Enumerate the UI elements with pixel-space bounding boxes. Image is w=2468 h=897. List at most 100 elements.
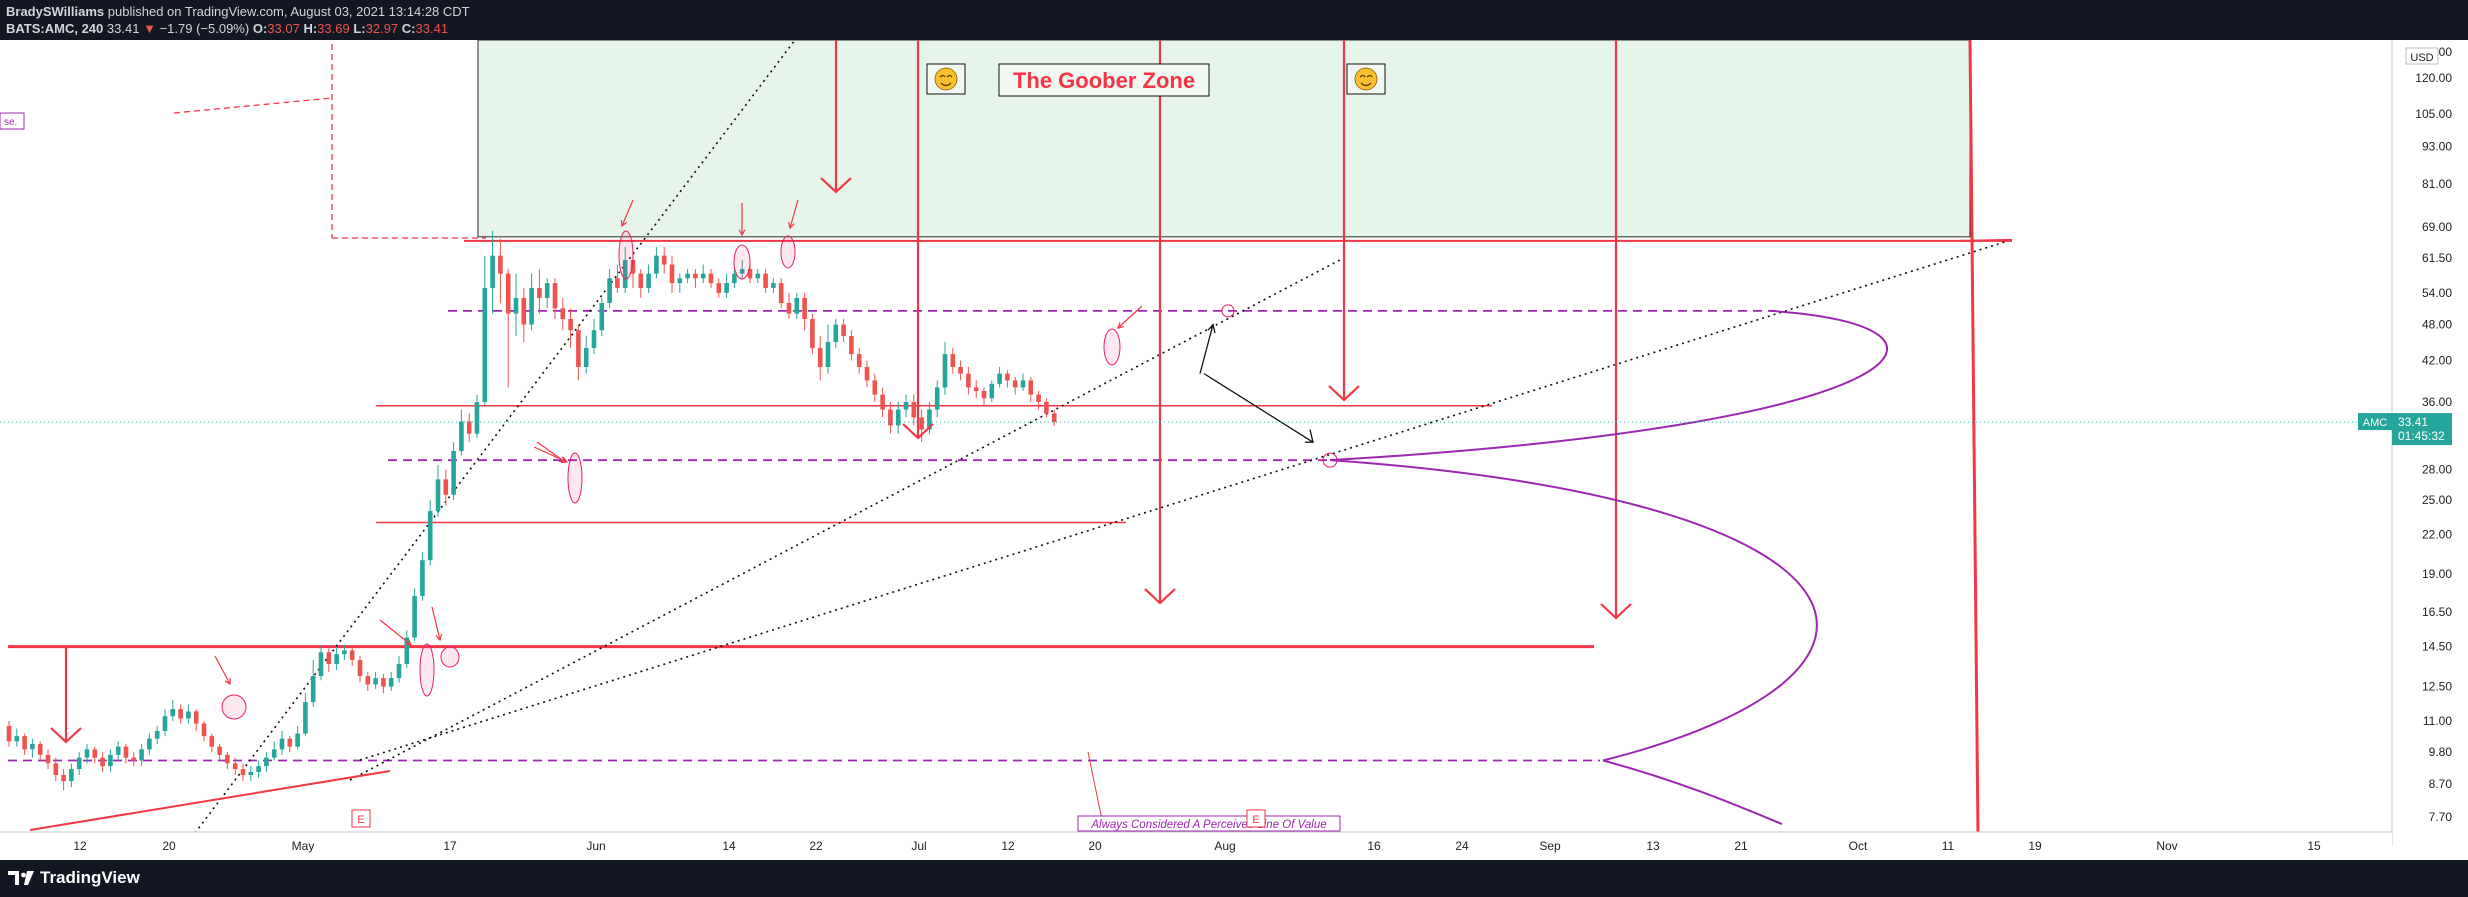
candle-body[interactable]	[459, 421, 464, 452]
candle-body[interactable]	[529, 287, 534, 325]
pointer-arrow-4-head[interactable]	[1117, 322, 1124, 329]
candle-body[interactable]	[295, 733, 300, 747]
highlight-ellipse-1[interactable]	[618, 230, 634, 280]
candle-body[interactable]	[903, 401, 909, 410]
candle-body[interactable]	[147, 738, 152, 750]
candle-body[interactable]	[1044, 401, 1049, 414]
candle-body[interactable]	[654, 255, 659, 274]
candle-body[interactable]	[825, 341, 831, 367]
pointer-arrow-7[interactable]	[431, 606, 441, 641]
red-vertical-deadline[interactable]	[1968, 40, 1980, 836]
candle-body[interactable]	[646, 273, 651, 288]
candle-body[interactable]	[763, 273, 768, 288]
dotted-trendline-steep[interactable]	[194, 40, 796, 834]
candle-body[interactable]	[747, 269, 753, 279]
candle-body[interactable]	[412, 596, 417, 638]
candle-body[interactable]	[334, 654, 339, 664]
candle-body[interactable]	[856, 354, 862, 367]
candle-body[interactable]	[864, 366, 870, 381]
candle-body[interactable]	[677, 278, 683, 284]
candle-body[interactable]	[443, 479, 449, 495]
candle-body[interactable]	[716, 283, 722, 293]
pointer-arrow-9[interactable]	[533, 446, 568, 463]
candle-body[interactable]	[123, 746, 129, 758]
candle-body[interactable]	[76, 757, 82, 770]
candle-body[interactable]	[349, 650, 355, 660]
candle-body[interactable]	[880, 394, 885, 410]
goober-zone-rect[interactable]	[477, 40, 1971, 238]
candle-body[interactable]	[544, 283, 550, 298]
candle-body[interactable]	[778, 283, 784, 304]
pointer-arrow-3[interactable]	[789, 199, 799, 229]
candle-body[interactable]	[505, 273, 511, 314]
purple-curve-lower[interactable]	[1602, 759, 1783, 826]
candle-body[interactable]	[108, 754, 113, 767]
red-arrow-down-6-head[interactable]	[50, 727, 82, 744]
pointer-arrow-7-head[interactable]	[435, 634, 443, 642]
candle-body[interactable]	[919, 417, 924, 430]
pointer-arrow-9-head[interactable]	[560, 456, 569, 464]
marker-circle-upper[interactable]	[1221, 304, 1235, 318]
candle-body[interactable]	[794, 297, 800, 314]
publisher-name[interactable]: BradySWilliams	[6, 4, 105, 19]
candle-body[interactable]	[708, 273, 714, 284]
candle-body[interactable]	[622, 260, 628, 288]
candle-body[interactable]	[732, 273, 737, 284]
purple-curve-middle[interactable]	[1329, 459, 1818, 762]
candle-body[interactable]	[373, 678, 378, 685]
candle-body[interactable]	[388, 678, 394, 687]
candle-body[interactable]	[755, 273, 761, 279]
red-arrow-down-3-head[interactable]	[1144, 588, 1176, 605]
currency-box[interactable]	[2405, 47, 2439, 65]
purple-curve-upper[interactable]	[1329, 309, 1888, 462]
candle-body[interactable]	[396, 663, 402, 679]
candle-body[interactable]	[100, 757, 105, 767]
candle-body[interactable]	[381, 678, 386, 687]
candle-body[interactable]	[568, 319, 573, 331]
candle-body[interactable]	[357, 659, 363, 677]
highlight-ellipse-8[interactable]	[440, 646, 460, 668]
candle-body[interactable]	[279, 738, 285, 750]
highlight-ellipse-5[interactable]	[567, 452, 583, 504]
candle-body[interactable]	[638, 273, 644, 288]
candle-body[interactable]	[131, 757, 137, 761]
candle-body[interactable]	[849, 336, 854, 355]
tradingview-brand[interactable]: TradingView	[8, 868, 140, 888]
candle-body[interactable]	[724, 283, 729, 293]
pointer-arrow-4[interactable]	[1117, 305, 1143, 329]
pointer-arrow-6[interactable]	[379, 619, 412, 646]
dotted-trendline-middle[interactable]	[349, 254, 1349, 781]
candle-body[interactable]	[513, 297, 519, 314]
candle-body[interactable]	[1036, 394, 1041, 402]
candle-body[interactable]	[693, 273, 698, 279]
candle-body[interactable]	[591, 330, 597, 348]
candle-body[interactable]	[576, 330, 581, 367]
candle-body[interactable]	[669, 264, 675, 284]
candle-body[interactable]	[973, 387, 979, 391]
candle-body[interactable]	[817, 347, 823, 367]
candle-body[interactable]	[186, 711, 191, 719]
candle-body[interactable]	[989, 383, 995, 399]
candle-body[interactable]	[139, 749, 144, 761]
candle-body[interactable]	[84, 749, 90, 758]
highlight-ellipse-2[interactable]	[733, 244, 751, 280]
candle-body[interactable]	[966, 373, 971, 388]
pointer-arrow-2-head[interactable]	[738, 229, 746, 237]
candle-body[interactable]	[404, 637, 410, 664]
pointer-arrow-8-head[interactable]	[224, 677, 231, 686]
candle-body[interactable]	[427, 511, 433, 561]
candle-body[interactable]	[193, 711, 199, 724]
candle-body[interactable]	[420, 560, 425, 597]
candle-body[interactable]	[256, 766, 261, 773]
candle-body[interactable]	[466, 421, 472, 434]
candle-body[interactable]	[201, 723, 207, 737]
dashed-red-line-a[interactable]	[173, 97, 333, 114]
candle-body[interactable]	[482, 287, 488, 402]
candle-body[interactable]	[240, 769, 246, 776]
candle-body[interactable]	[888, 409, 893, 426]
candle-body[interactable]	[22, 736, 27, 750]
candle-body[interactable]	[537, 287, 542, 298]
candle-body[interactable]	[685, 273, 690, 279]
bottom-note-box[interactable]	[1077, 815, 1341, 832]
candle-body[interactable]	[318, 652, 324, 677]
